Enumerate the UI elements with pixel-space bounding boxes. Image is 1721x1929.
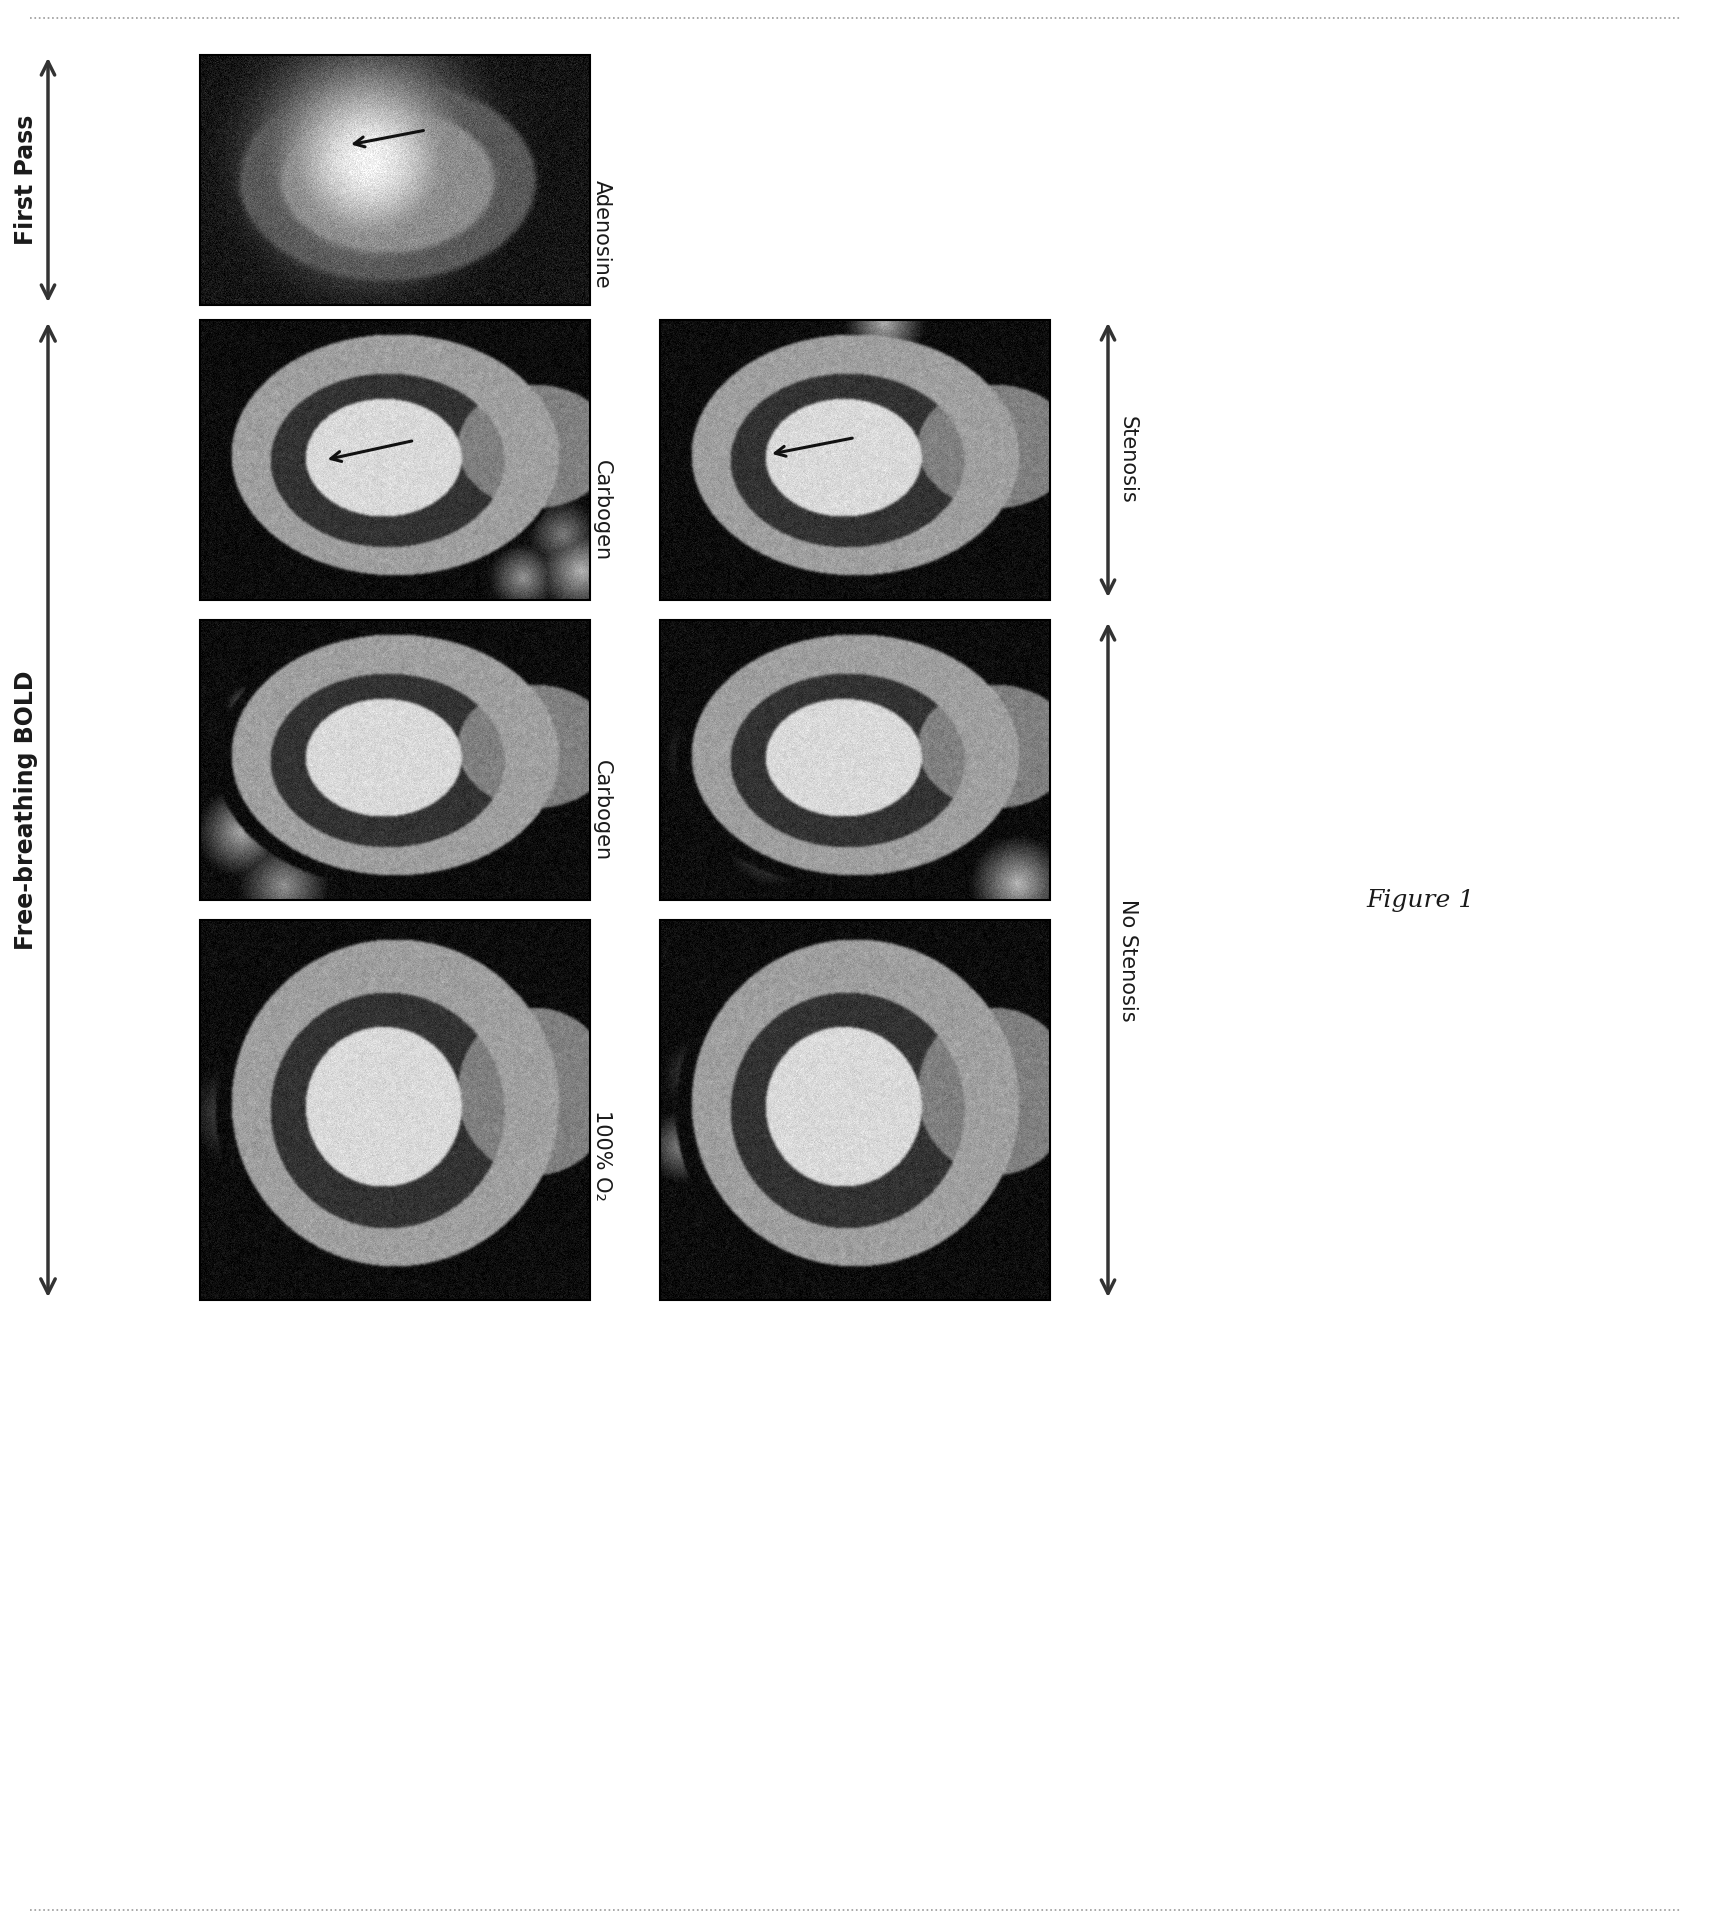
Bar	[659, 320, 1050, 600]
Text: Figure 1: Figure 1	[1366, 889, 1475, 912]
Text: Carbogen: Carbogen	[592, 459, 613, 561]
Text: First Pass: First Pass	[14, 116, 38, 245]
Text: No Stenosis: No Stenosis	[1119, 899, 1138, 1020]
Bar	[200, 619, 590, 901]
Bar	[659, 920, 1050, 1300]
Bar	[200, 920, 590, 1300]
Text: Carbogen: Carbogen	[592, 760, 613, 860]
Bar	[200, 320, 590, 600]
Bar	[659, 619, 1050, 901]
Bar	[200, 56, 590, 305]
Text: Free-breathing BOLD: Free-breathing BOLD	[14, 669, 38, 949]
Text: Stenosis: Stenosis	[1119, 417, 1138, 503]
Text: Adenosine: Adenosine	[592, 179, 613, 289]
Text: 100% O₂: 100% O₂	[592, 1109, 613, 1202]
